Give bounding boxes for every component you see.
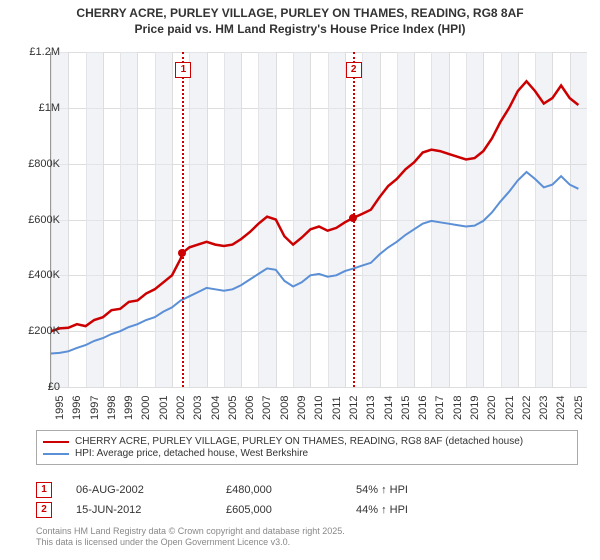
x-axis-tick-label: 2024 [555,396,567,420]
x-axis-tick-label: 2010 [313,396,325,420]
x-axis-tick-label: 2008 [279,396,291,420]
y-axis-tick-label: £1.2M [14,46,60,58]
sale-row-price: £605,000 [226,504,356,516]
y-axis-tick-label: £600K [14,214,60,226]
sales-table: 1 06-AUG-2002£480,00054% ↑ HPI 2 15-JUN-201… [36,478,578,522]
x-axis-tick-label: 1998 [106,396,118,420]
x-axis-tick-label: 2001 [158,396,170,420]
chart-container: CHERRY ACRE, PURLEY VILLAGE, PURLEY ON T… [0,0,600,560]
x-axis-tick-label: 2014 [383,396,395,420]
y-axis-tick-label: £0 [14,381,60,393]
sale-marker-badge: 2 [346,62,362,78]
x-axis-tick-label: 2007 [261,396,273,420]
sale-point-dot [349,214,357,222]
x-axis-tick-label: 2002 [175,396,187,420]
x-axis-tick-label: 2015 [400,396,412,420]
sale-row: 1 06-AUG-2002£480,00054% ↑ HPI [36,482,578,498]
x-axis-tick-label: 1997 [89,396,101,420]
chart-title: CHERRY ACRE, PURLEY VILLAGE, PURLEY ON T… [0,0,600,39]
x-axis-tick-label: 2017 [434,396,446,420]
legend-row: CHERRY ACRE, PURLEY VILLAGE, PURLEY ON T… [43,436,571,447]
sale-marker-line [182,52,184,387]
sale-row-price: £480,000 [226,484,356,496]
footer-line-2: This data is licensed under the Open Gov… [36,537,290,547]
x-axis-tick-label: 2009 [296,396,308,420]
legend-row: HPI: Average price, detached house, West… [43,448,571,459]
x-axis-tick-label: 1999 [123,396,135,420]
x-axis-tick-label: 2021 [504,396,516,420]
x-axis-tick-label: 2012 [348,396,360,420]
x-axis-tick-label: 2020 [486,396,498,420]
x-axis-tick-label: 2023 [538,396,550,420]
sale-row-badge: 2 [36,502,52,518]
x-axis-tick-label: 2018 [452,396,464,420]
sale-marker-badge: 1 [175,62,191,78]
sale-row-date: 15-JUN-2012 [76,504,226,516]
sale-point-dot [178,249,186,257]
x-axis-tick-label: 2019 [469,396,481,420]
x-axis-tick-label: 2005 [227,396,239,420]
y-axis-tick-label: £1M [14,102,60,114]
x-axis-tick-label: 1996 [71,396,83,420]
series-line-hpi [51,172,578,354]
sale-row-diff: 54% ↑ HPI [356,484,578,496]
x-axis-tick-label: 2006 [244,396,256,420]
x-axis-tick-label: 2022 [521,396,533,420]
legend-label: CHERRY ACRE, PURLEY VILLAGE, PURLEY ON T… [75,436,523,447]
x-axis-tick-label: 2003 [192,396,204,420]
footer-attribution: Contains HM Land Registry data © Crown c… [36,526,578,549]
y-axis-tick-label: £200K [14,325,60,337]
x-axis-tick-label: 2011 [331,396,343,420]
chart-plot-area: 12 [50,52,587,388]
legend: CHERRY ACRE, PURLEY VILLAGE, PURLEY ON T… [36,430,578,465]
sale-row-badge: 1 [36,482,52,498]
legend-label: HPI: Average price, detached house, West… [75,448,308,459]
gridline-horizontal [51,387,587,388]
y-axis-tick-label: £800K [14,158,60,170]
chart-lines-svg [51,52,587,387]
x-axis-tick-label: 1995 [54,396,66,420]
x-axis-tick-label: 2025 [573,396,585,420]
sale-row: 2 15-JUN-2012£605,00044% ↑ HPI [36,502,578,518]
legend-swatch [43,441,69,443]
title-line-1: CHERRY ACRE, PURLEY VILLAGE, PURLEY ON T… [76,6,523,20]
x-axis-tick-label: 2016 [417,396,429,420]
legend-swatch [43,453,69,455]
title-line-2: Price paid vs. HM Land Registry's House … [135,22,466,36]
x-axis-tick-label: 2013 [365,396,377,420]
x-axis-tick-label: 2004 [210,396,222,420]
series-line-price_paid [51,81,578,331]
sale-row-date: 06-AUG-2002 [76,484,226,496]
sale-row-diff: 44% ↑ HPI [356,504,578,516]
x-axis-tick-label: 2000 [140,396,152,420]
footer-line-1: Contains HM Land Registry data © Crown c… [36,526,345,536]
y-axis-tick-label: £400K [14,269,60,281]
